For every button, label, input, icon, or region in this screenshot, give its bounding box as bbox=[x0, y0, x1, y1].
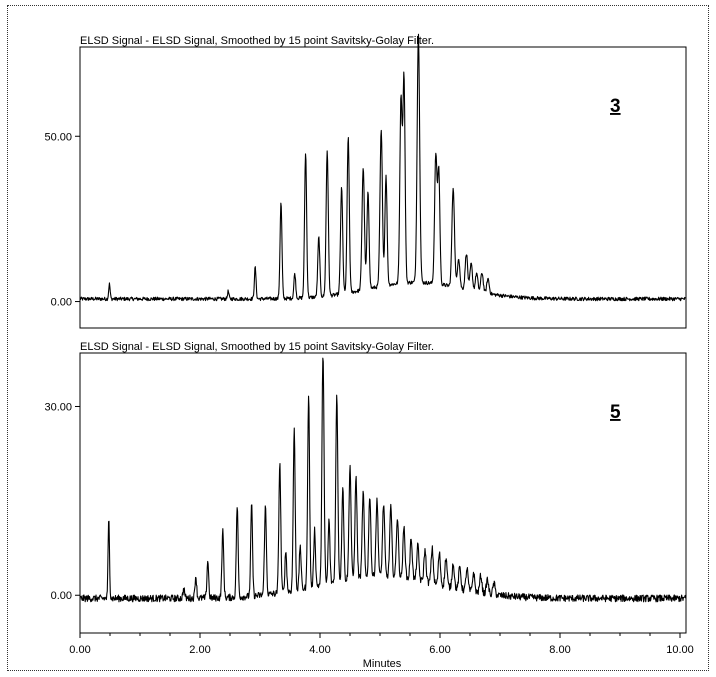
x-tick-label: 0.00 bbox=[69, 644, 90, 656]
x-tick-label: 4.00 bbox=[309, 644, 330, 656]
panel-label-top: 3 bbox=[610, 96, 621, 117]
panel-title-bottom: ELSD Signal - ELSD Signal, Smoothed by 1… bbox=[80, 341, 434, 353]
plot-area-1 bbox=[79, 352, 687, 634]
panel-title-top: ELSD Signal - ELSD Signal, Smoothed by 1… bbox=[80, 35, 434, 47]
x-tick-label: 10.00 bbox=[666, 644, 694, 656]
y-tick-label: 0.00 bbox=[51, 297, 72, 309]
trace-line-1 bbox=[79, 357, 687, 603]
panel-bottom: ELSD Signal - ELSD Signal, Smoothed by 1… bbox=[44, 341, 693, 670]
panel-label-bottom: 5 bbox=[610, 402, 621, 423]
panel-top: ELSD Signal - ELSD Signal, Smoothed by 1… bbox=[44, 33, 687, 329]
x-tick-label: 6.00 bbox=[429, 644, 450, 656]
figure-border bbox=[7, 5, 709, 671]
plot-area-0 bbox=[79, 46, 687, 329]
y-tick-label: 0.00 bbox=[51, 590, 72, 602]
y-tick-label: 50.00 bbox=[44, 131, 72, 143]
x-tick-label: 8.00 bbox=[549, 644, 570, 656]
x-axis-title: Minutes bbox=[363, 658, 402, 670]
x-tick-label: 2.00 bbox=[189, 644, 210, 656]
y-tick-label: 30.00 bbox=[44, 401, 72, 413]
trace-line-0 bbox=[79, 33, 687, 302]
